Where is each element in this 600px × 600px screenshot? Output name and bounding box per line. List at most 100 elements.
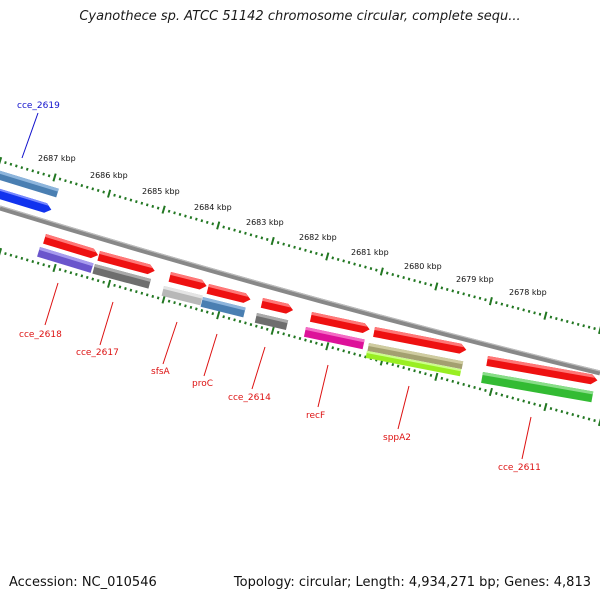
gene-sfsa-arrow[interactable] bbox=[168, 272, 208, 291]
minor-tick bbox=[184, 214, 187, 218]
minor-tick bbox=[429, 283, 433, 287]
minor-tick bbox=[353, 262, 356, 266]
minor-tick bbox=[402, 276, 405, 280]
major-tick bbox=[216, 221, 221, 230]
minor-tick bbox=[320, 253, 324, 257]
minor-tick bbox=[96, 188, 100, 193]
minor-tick bbox=[205, 220, 209, 224]
callout-cce-2611 bbox=[521, 416, 532, 460]
minor-tick bbox=[364, 355, 367, 359]
kbp-label: 2678 kbp bbox=[509, 288, 547, 297]
major-tick bbox=[325, 342, 330, 351]
minor-tick bbox=[413, 369, 416, 373]
minor-tick bbox=[113, 283, 116, 287]
minor-tick bbox=[167, 209, 171, 213]
minor-tick bbox=[342, 349, 345, 353]
major-tick bbox=[597, 418, 600, 427]
major-tick bbox=[543, 402, 548, 412]
minor-tick bbox=[156, 206, 160, 210]
minor-tick bbox=[353, 352, 356, 356]
minor-tick bbox=[347, 350, 351, 354]
minor-tick bbox=[287, 333, 291, 337]
cog-cce-2618[interactable] bbox=[37, 247, 94, 273]
cog-sfsa[interactable] bbox=[161, 286, 203, 306]
gene-proc-arrow[interactable] bbox=[206, 284, 252, 304]
minor-tick bbox=[47, 174, 51, 178]
cog-sppa2-olive[interactable] bbox=[367, 343, 464, 370]
minor-tick bbox=[124, 287, 127, 291]
minor-tick bbox=[309, 250, 313, 254]
callout-cce-2618 bbox=[44, 282, 59, 326]
minor-tick bbox=[538, 312, 542, 316]
minor-tick bbox=[385, 361, 389, 365]
minor-tick bbox=[533, 311, 536, 315]
cog-cce-2611[interactable] bbox=[481, 372, 594, 403]
minor-tick bbox=[145, 293, 149, 297]
gene-cce-2614-arrow[interactable] bbox=[260, 298, 294, 315]
major-tick bbox=[488, 297, 493, 306]
minor-tick bbox=[195, 217, 198, 221]
minor-tick bbox=[304, 338, 307, 342]
cog-sppa2-lime[interactable] bbox=[365, 351, 462, 377]
minor-tick bbox=[456, 290, 460, 294]
minor-tick bbox=[304, 248, 307, 252]
minor-tick bbox=[473, 385, 476, 389]
minor-tick bbox=[118, 285, 122, 289]
gene-blue-arrow[interactable] bbox=[0, 186, 53, 214]
minor-tick bbox=[440, 286, 444, 290]
minor-tick bbox=[15, 255, 18, 259]
cog-recf[interactable] bbox=[303, 327, 365, 350]
inner-tick-ring bbox=[0, 247, 600, 427]
gene-label-cce-2619: cce_2619 bbox=[17, 101, 60, 111]
minor-tick bbox=[467, 384, 471, 388]
minor-tick bbox=[522, 308, 525, 312]
gene-label-sppa2: sppA2 bbox=[383, 433, 411, 443]
minor-tick bbox=[200, 219, 204, 223]
minor-tick bbox=[156, 296, 160, 300]
gene-sppa2-arrow[interactable] bbox=[373, 327, 467, 355]
minor-tick bbox=[347, 260, 351, 264]
kbp-label: 2681 kbp bbox=[351, 248, 389, 257]
minor-tick bbox=[582, 324, 585, 328]
minor-tick bbox=[462, 382, 465, 386]
minor-tick bbox=[511, 396, 515, 400]
minor-tick bbox=[135, 290, 138, 294]
gene-cce-2611-arrow[interactable] bbox=[486, 356, 598, 385]
cog-cce-2614[interactable] bbox=[254, 313, 289, 330]
minor-tick bbox=[184, 304, 187, 308]
cog-cce-2617[interactable] bbox=[92, 264, 152, 289]
major-tick bbox=[434, 282, 439, 291]
major-tick bbox=[161, 295, 166, 304]
kbp-label-group: 2687 kbp 2686 kbp 2685 kbp 2684 kbp 2683… bbox=[38, 154, 547, 297]
minor-tick bbox=[222, 315, 225, 319]
minor-tick bbox=[407, 367, 411, 371]
gene-cce-2618-arrow[interactable] bbox=[43, 234, 99, 260]
minor-tick bbox=[555, 408, 558, 412]
gene-label-sfsa: sfsA bbox=[151, 367, 171, 377]
major-tick bbox=[107, 189, 112, 198]
kbp-label: 2679 kbp bbox=[456, 275, 494, 284]
minor-tick bbox=[205, 310, 209, 314]
minor-tick bbox=[25, 167, 29, 171]
minor-tick bbox=[102, 190, 105, 194]
gene-recf-arrow[interactable] bbox=[309, 312, 371, 334]
minor-tick bbox=[4, 161, 7, 165]
cog-proc[interactable] bbox=[200, 297, 246, 318]
minor-tick bbox=[495, 301, 498, 305]
major-tick bbox=[107, 279, 112, 288]
minor-tick bbox=[407, 277, 411, 281]
gene-cce-2619[interactable] bbox=[0, 168, 59, 198]
minor-tick bbox=[238, 230, 242, 234]
minor-tick bbox=[64, 179, 67, 183]
minor-tick bbox=[173, 211, 176, 215]
gene-cce-2617-arrow[interactable] bbox=[97, 251, 156, 276]
genome-summary-text: Topology: circular; Length: 4,934,271 bp… bbox=[233, 575, 591, 590]
map-title: Cyanothece sp. ATCC 51142 chromosome cir… bbox=[79, 9, 521, 24]
minor-tick bbox=[375, 268, 378, 272]
minor-tick bbox=[293, 245, 296, 249]
minor-tick bbox=[555, 317, 558, 321]
minor-tick bbox=[565, 411, 569, 415]
minor-tick bbox=[342, 259, 345, 263]
minor-tick bbox=[462, 292, 465, 296]
minor-tick bbox=[129, 288, 133, 292]
